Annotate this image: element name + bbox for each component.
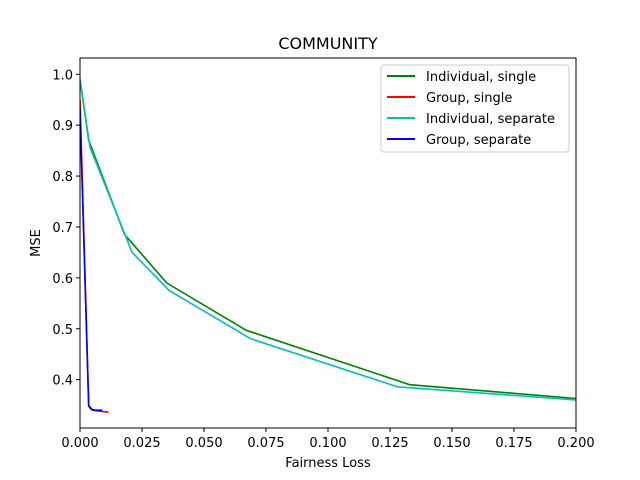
x-tick-label: 0.100 [309, 436, 346, 451]
y-tick-label: 0.9 [52, 119, 73, 134]
x-tick-label: 0.200 [557, 436, 594, 451]
chart-title: COMMUNITY [278, 34, 378, 53]
x-tick-label: 0.000 [61, 436, 98, 451]
x-tick-label: 0.025 [123, 436, 160, 451]
x-axis: 0.000 0.025 0.050 0.075 0.100 0.125 0.150 0.175… [61, 428, 595, 451]
y-tick-label: 1.0 [52, 68, 73, 83]
y-tick-label: 0.6 [52, 272, 73, 287]
plot-area [80, 79, 576, 413]
legend-label: Group, separate [426, 133, 531, 148]
y-tick-label: 0.8 [52, 170, 73, 185]
y-tick-label: 0.5 [52, 323, 73, 338]
legend-label: Individual, single [426, 70, 536, 85]
y-axis: 0.4 0.5 0.6 0.7 0.8 0.9 1.0 [52, 68, 80, 389]
legend: Individual, single Group, single Individua… [380, 64, 570, 153]
series-line-3 [80, 79, 576, 401]
x-tick-label: 0.125 [371, 436, 408, 451]
x-tick-label: 0.175 [495, 436, 532, 451]
x-tick-label: 0.150 [433, 436, 470, 451]
x-tick-label: 0.050 [185, 436, 222, 451]
legend-box [380, 64, 570, 153]
y-axis-label: MSE [29, 229, 44, 257]
x-axis-label: Fairness Loss [285, 456, 371, 471]
legend-label: Group, single [426, 91, 512, 106]
y-tick-label: 0.7 [52, 221, 73, 236]
legend-label: Individual, separate [426, 112, 555, 127]
y-tick-label: 0.4 [52, 374, 73, 389]
series-line-4 [80, 109, 103, 412]
x-tick-label: 0.075 [247, 436, 284, 451]
